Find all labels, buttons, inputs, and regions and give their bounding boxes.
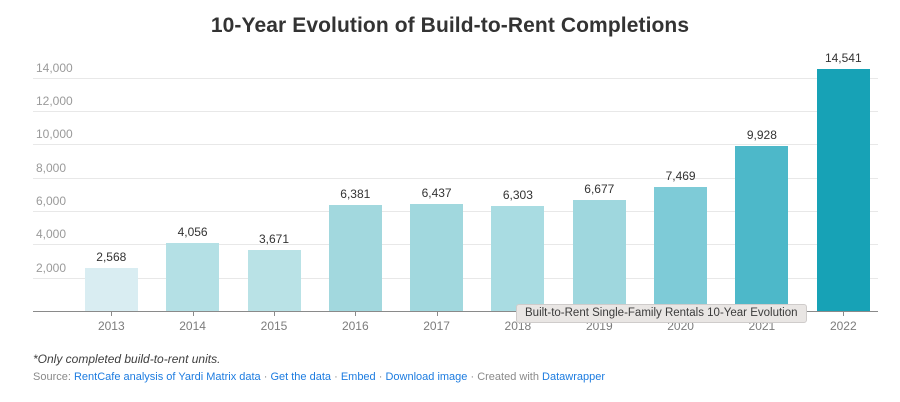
bar-2016[interactable] (328, 204, 382, 311)
bar-value-label: 14,541 (824, 50, 862, 65)
bar-value-label: 4,056 (177, 225, 208, 240)
y-gridline (33, 77, 878, 79)
created-with-text: Created with (477, 371, 543, 383)
source-link[interactable]: Download image (385, 371, 468, 383)
bar-value-label: 9,928 (746, 127, 777, 142)
bar-value-label: 6,381 (340, 186, 371, 201)
source-link[interactable]: Get the data (270, 371, 332, 383)
x-axis-tick (192, 312, 194, 316)
y-axis-tick-label: 6,000 (36, 194, 67, 208)
x-axis-tick-label: 2016 (341, 319, 369, 333)
x-axis-tick-label: 2022 (829, 319, 857, 333)
y-gridline (33, 177, 878, 179)
source-prefix: Source: (33, 371, 71, 383)
bar-value-label: 3,671 (258, 231, 290, 246)
x-axis-tick-label: 2017 (423, 319, 450, 333)
bar-2014[interactable] (166, 243, 220, 311)
y-axis-tick-label: 14,000 (36, 60, 73, 75)
separator-dot: · (260, 371, 268, 383)
hover-tooltip: Built-to-Rent Single-Family Rentals 10-Y… (516, 304, 807, 323)
separator-dot: · (331, 371, 338, 383)
bar-value-label: 6,677 (584, 181, 615, 196)
bar-2021[interactable] (735, 145, 789, 311)
separator-dot: · (467, 371, 475, 383)
bar-2019[interactable] (572, 199, 626, 311)
datawrapper-link[interactable]: Datawrapper (542, 371, 605, 383)
x-axis-tick (274, 312, 275, 316)
bar-2013[interactable] (84, 268, 138, 311)
source-line: Source: RentCafe analysis of Yardi Matri… (33, 371, 605, 383)
x-axis-tick-label: 2013 (97, 319, 125, 333)
y-axis-tick-label: 4,000 (36, 227, 67, 242)
y-gridline (33, 144, 878, 146)
bar-2018[interactable] (491, 206, 545, 311)
separator-dot: · (375, 371, 383, 383)
x-axis-tick (111, 312, 113, 316)
bar-2022[interactable] (816, 68, 870, 311)
bar-2017[interactable] (410, 203, 464, 311)
x-axis-tick (355, 312, 357, 316)
x-axis-baseline (33, 311, 878, 312)
x-axis-tick (436, 312, 438, 316)
chart-title: 10-Year Evolution of Build-to-Rent Compl… (210, 14, 690, 37)
bar-2015[interactable] (247, 249, 301, 311)
bar-value-label: 7,469 (665, 168, 696, 183)
x-axis-tick-label: 2015 (260, 319, 288, 333)
source-link[interactable]: RentCafe analysis of Yardi Matrix data (73, 371, 261, 383)
x-axis-tick (843, 312, 845, 316)
y-axis-tick-label: 2,000 (36, 260, 67, 275)
y-axis-tick-label: 10,000 (36, 127, 73, 142)
bar-2020[interactable] (654, 186, 708, 311)
y-gridline (33, 111, 878, 112)
y-axis-tick-label: 8,000 (36, 160, 67, 175)
bar-value-label: 2,568 (96, 250, 127, 265)
bar-value-label: 6,437 (421, 185, 452, 200)
bar-value-label: 6,303 (502, 188, 533, 202)
footnote: *Only completed build-to-rent units. (33, 352, 221, 366)
y-axis-tick-label: 12,000 (36, 94, 73, 108)
x-axis-tick-label: 2014 (179, 319, 206, 333)
source-link[interactable]: Embed (340, 371, 376, 383)
